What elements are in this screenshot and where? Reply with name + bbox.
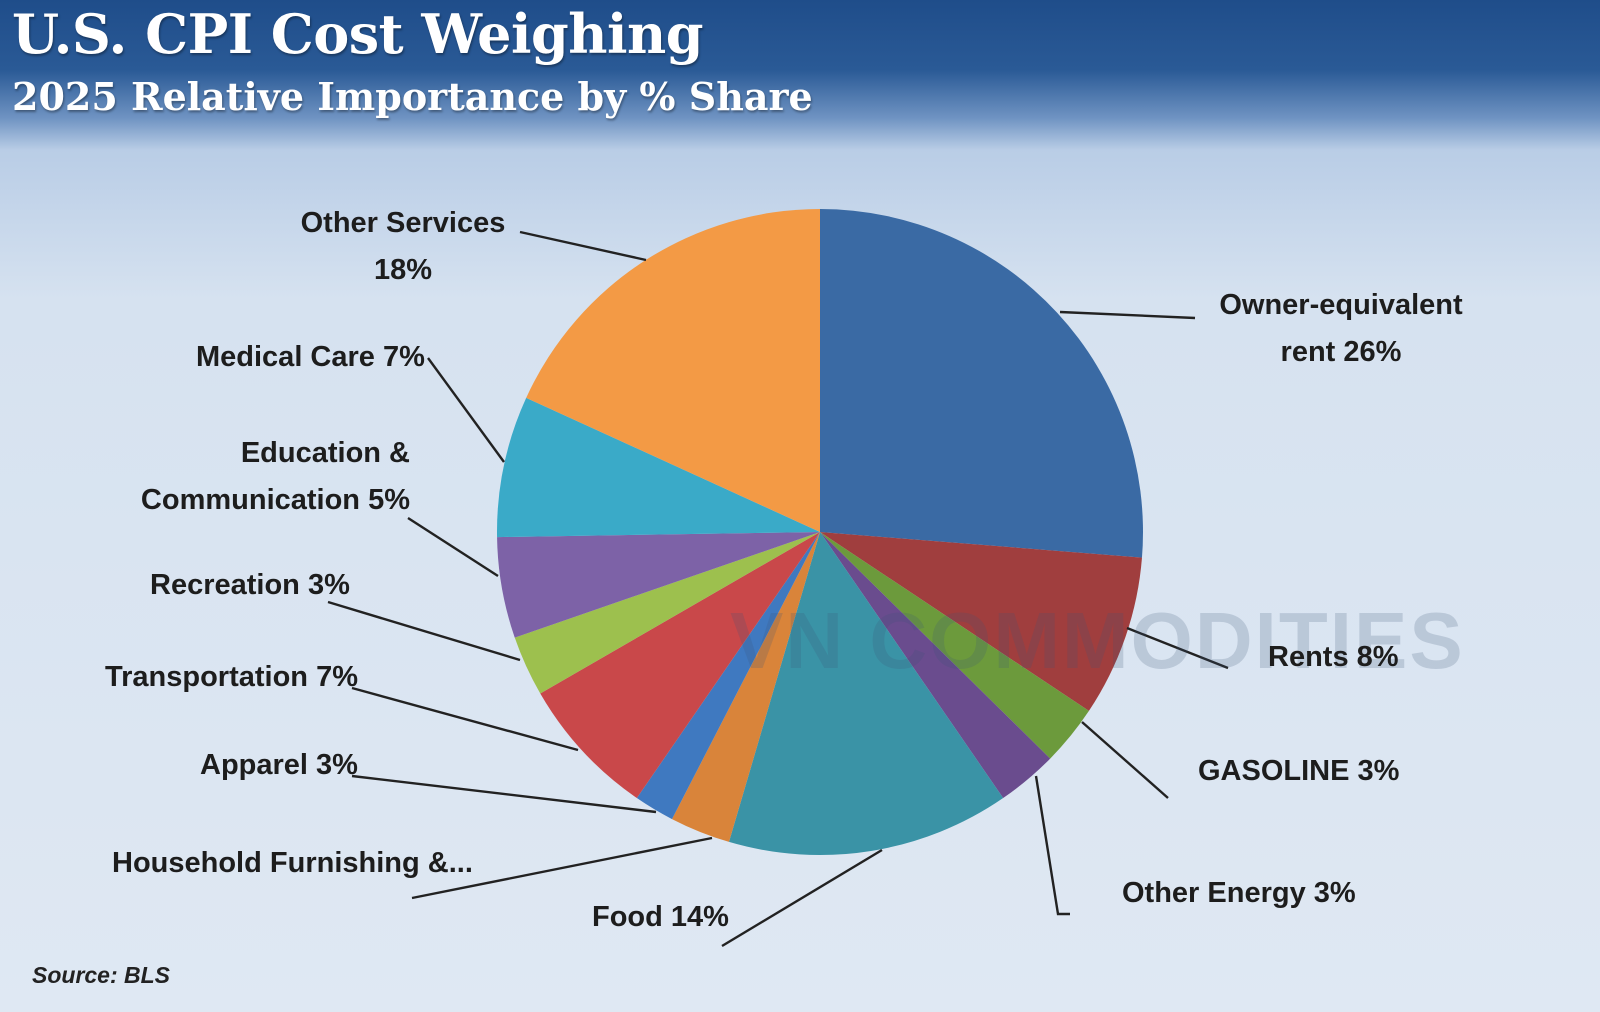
leader-line-recreation xyxy=(327,600,521,662)
data-label-line: Household Furnishing &... xyxy=(112,847,473,879)
pie-slice-rents xyxy=(820,532,1142,711)
watermark: VN COMMODITIES xyxy=(730,596,1465,685)
pie-slice-gasoline xyxy=(820,532,1089,759)
pie-slice-recreation xyxy=(514,532,820,694)
data-label-line: Communication 5% xyxy=(140,484,410,516)
leader-line-owner-equivalent-rent xyxy=(1059,310,1196,320)
pie-slice-education-communication xyxy=(497,532,820,638)
data-label-education-communication: Education & Communication 5% xyxy=(108,430,410,524)
data-label-gasoline: GASOLINE 3% xyxy=(1198,748,1399,795)
leader-line-education-communication xyxy=(407,516,499,578)
leader-line-other-services xyxy=(519,230,647,262)
leader-line-other-energy xyxy=(1034,775,1070,916)
chart-subtitle: 2025 Relative Importance by % Share xyxy=(12,74,813,119)
data-label-line: 18% xyxy=(373,254,433,286)
data-label-food: Food 14% xyxy=(592,894,729,941)
chart-title: U.S. CPI Cost Weighing xyxy=(12,2,704,66)
pie-slice-owner-equivalent-rent xyxy=(820,209,1143,558)
source-note: Source: BLS xyxy=(32,962,171,988)
data-label-transportation: Transportation 7% xyxy=(105,654,358,701)
pie-slice-other-energy xyxy=(820,532,1051,799)
data-label-household-furnishing: Household Furnishing &... xyxy=(112,840,473,887)
pie-slice-medical-care xyxy=(496,397,820,538)
data-label-apparel: Apparel 3% xyxy=(200,742,358,789)
data-label-line: Other Services xyxy=(300,207,506,239)
pie-slice-other-services xyxy=(526,209,820,532)
leader-line-medical-care xyxy=(427,357,505,463)
pie-slice-food xyxy=(729,532,1004,856)
pie-slice-household-furnishing xyxy=(671,532,820,842)
data-label-line: Apparel 3% xyxy=(200,749,358,781)
leader-line-household-furnishing xyxy=(411,836,713,900)
data-label-line: Transportation 7% xyxy=(105,661,358,693)
data-label-line: Rents 8% xyxy=(1268,641,1399,673)
pie-slice-transportation xyxy=(540,532,820,799)
data-label-owner-equivalent-rent: Owner-equivalent rent 26% xyxy=(1196,282,1486,376)
data-label-medical-care: Medical Care 7% xyxy=(196,334,425,381)
data-label-other-services: Other Services 18% xyxy=(290,200,516,294)
data-label-line: Other Energy 3% xyxy=(1122,877,1356,909)
data-label-other-energy: Other Energy 3% xyxy=(1122,870,1356,917)
leader-line-transportation xyxy=(351,686,579,752)
data-label-line: Education & xyxy=(240,437,410,469)
data-label-line: Medical Care 7% xyxy=(196,341,425,373)
leader-line-apparel xyxy=(351,774,657,814)
leader-line-rents xyxy=(1126,626,1229,670)
data-label-line: rent 26% xyxy=(1280,336,1402,368)
leader-line-food xyxy=(721,848,883,948)
leader-line-gasoline xyxy=(1081,721,1169,799)
pie-slice-apparel xyxy=(636,532,820,820)
data-label-recreation: Recreation 3% xyxy=(150,562,350,609)
data-label-rents: Rents 8% xyxy=(1268,634,1399,681)
data-label-line: Owner-equivalent xyxy=(1219,289,1463,321)
data-label-line: Recreation 3% xyxy=(150,569,350,601)
data-label-line: GASOLINE 3% xyxy=(1198,755,1400,787)
data-label-line: Food 14% xyxy=(592,901,729,933)
